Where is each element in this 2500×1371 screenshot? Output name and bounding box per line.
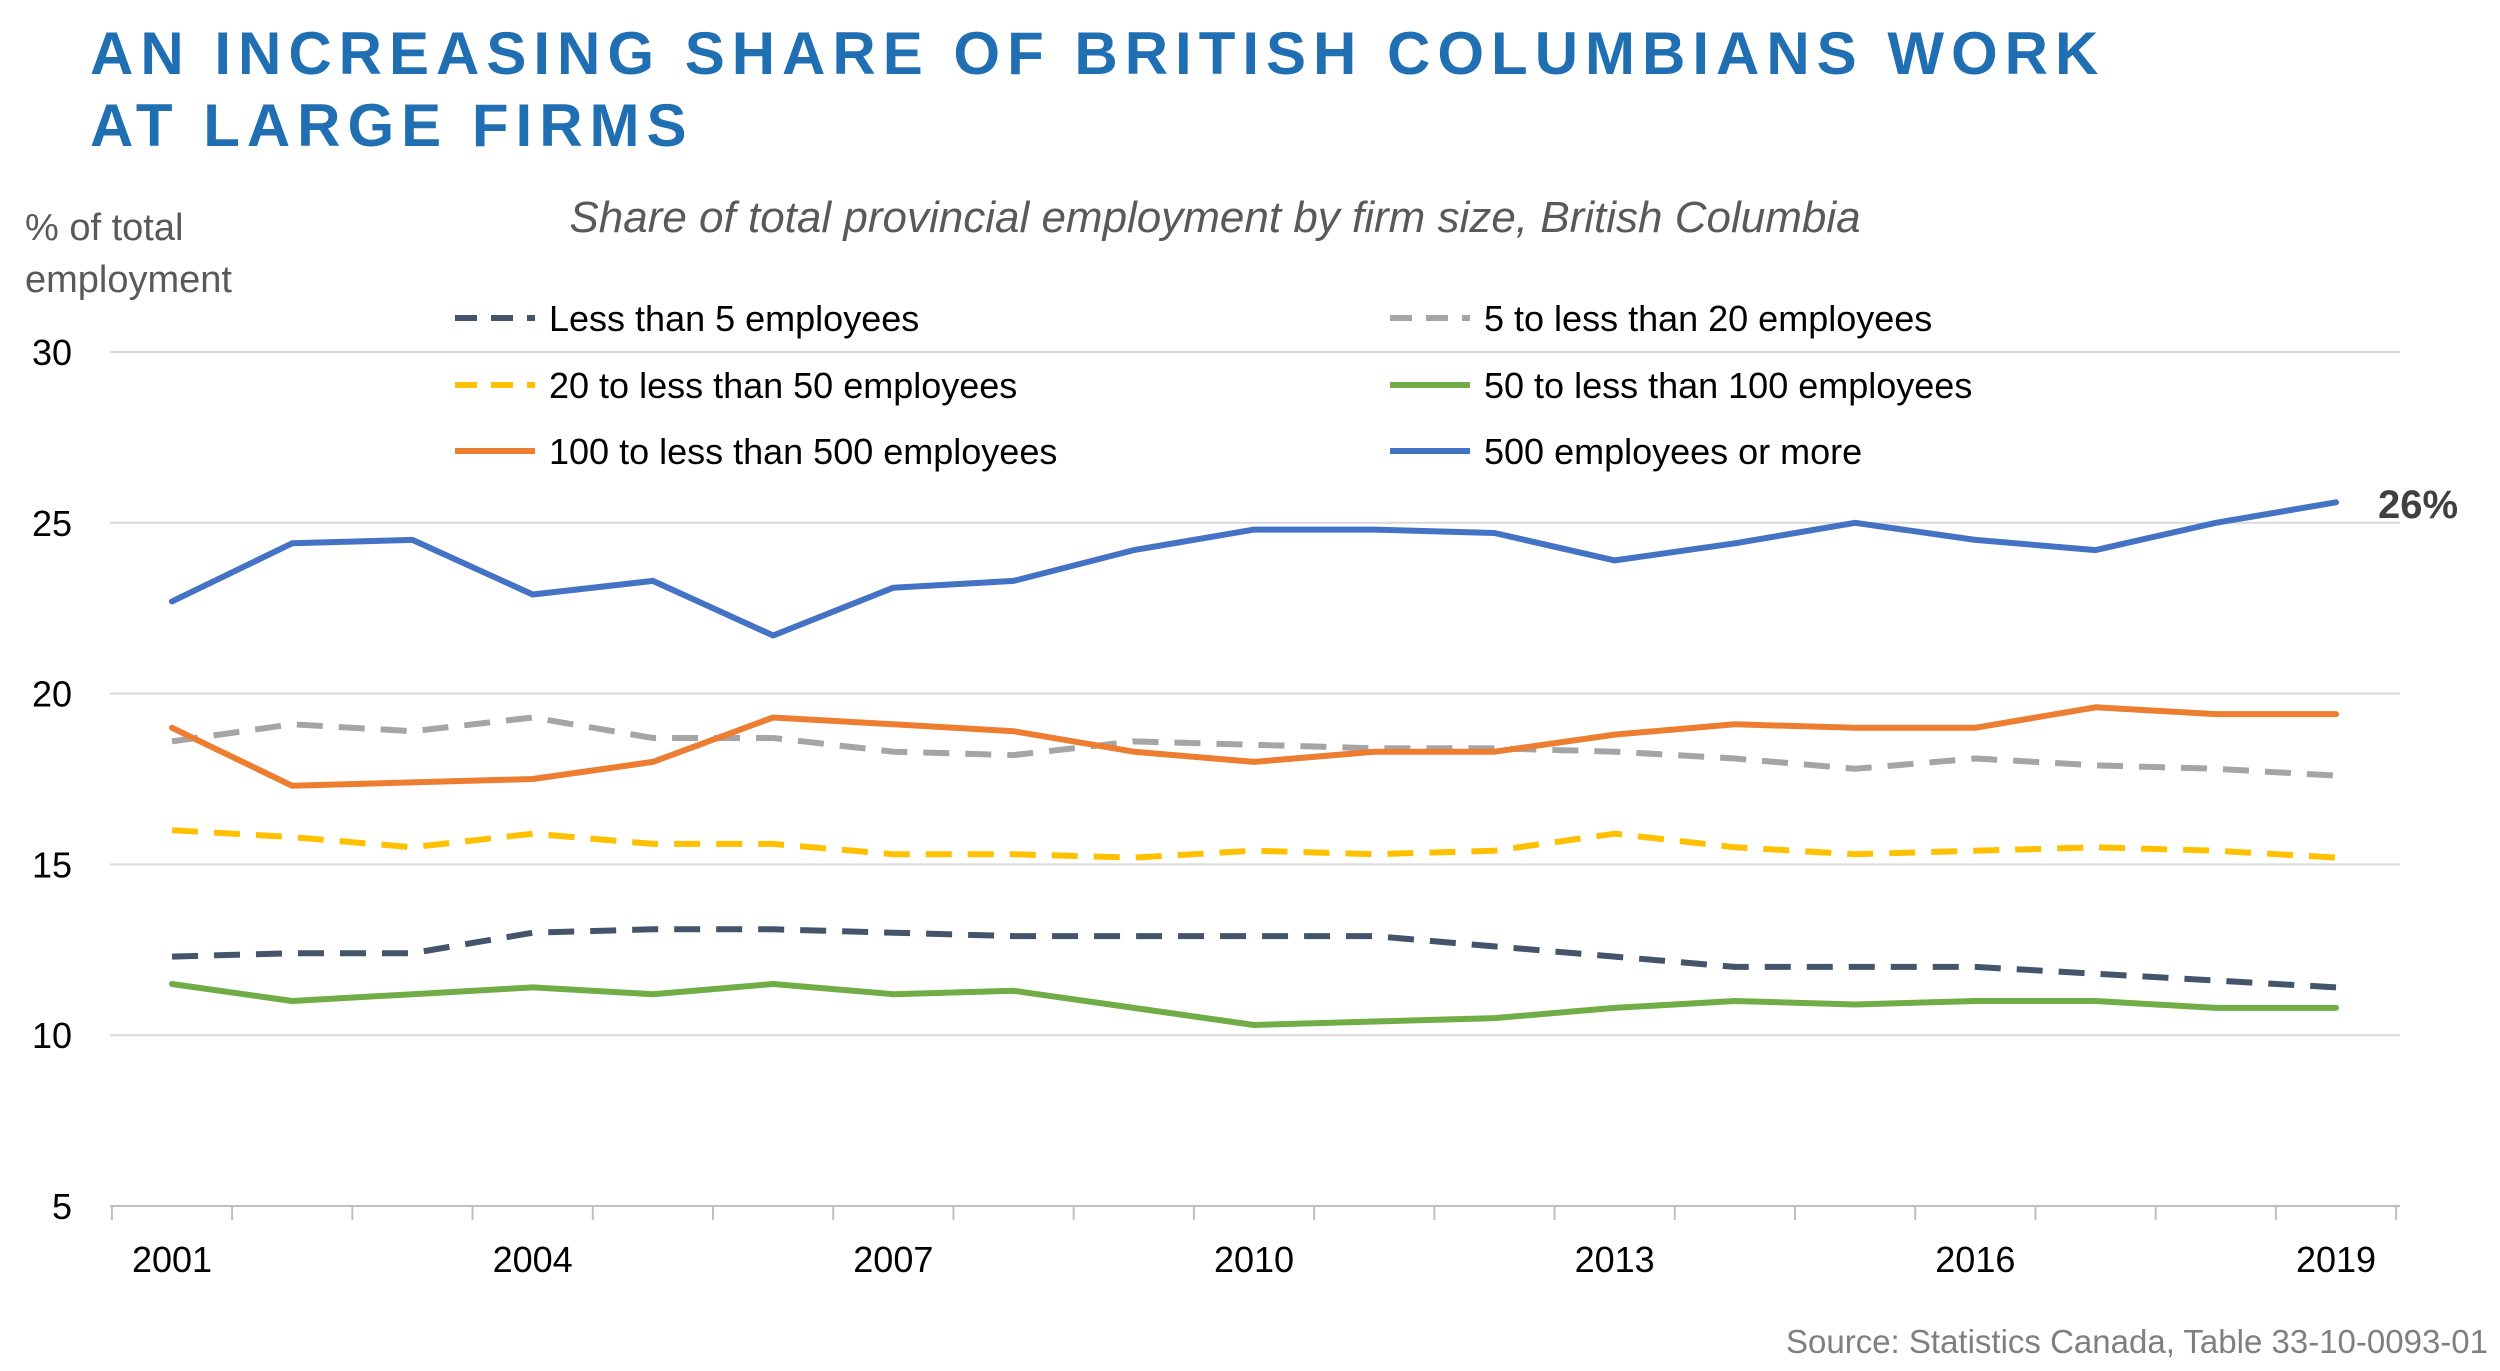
legend-label: 100 to less than 500 employees: [549, 431, 1057, 472]
y-tick-label: 25: [32, 503, 72, 544]
series-lines: [169, 499, 2339, 1028]
series-line: [169, 499, 2339, 639]
legend: Less than 5 employees 5 to less than 20 e…: [455, 298, 1972, 472]
legend-label: 50 to less than 100 employees: [1484, 365, 1972, 406]
chart-subtitle: Share of total provincial employment by …: [569, 193, 1860, 242]
x-tick-label: 2019: [2296, 1239, 2376, 1280]
y-tick-label: 30: [32, 332, 72, 373]
series-line: [171, 827, 2337, 861]
series-line: [169, 981, 2339, 1028]
y-tick-label: 5: [52, 1186, 72, 1227]
legend-label: 500 employees or more: [1484, 431, 1862, 472]
x-tick-label: 2016: [1935, 1239, 2015, 1280]
y-axis-label-line-2: employment: [25, 259, 232, 301]
legend-label: 20 to less than 50 employees: [549, 365, 1017, 406]
y-tick-label: 20: [32, 674, 72, 715]
legend-item: 100 to less than 500 employees: [455, 431, 1057, 472]
x-tick-label: 2001: [132, 1239, 212, 1280]
series-line: [171, 926, 2337, 991]
legend-item: 20 to less than 50 employees: [455, 365, 1017, 406]
legend-label: 5 to less than 20 employees: [1484, 298, 1932, 339]
series-line: [169, 704, 2339, 789]
y-tick-label: 15: [32, 844, 72, 885]
legend-item: Less than 5 employees: [455, 298, 919, 339]
legend-item: 500 employees or more: [1390, 431, 1862, 472]
source-note: Source: Statistics Canada, Table 33-10-0…: [1786, 1323, 2488, 1360]
axes: 5 10 15 20 25 30 2001 2004 2007 2010 2013 2016 2019: [32, 332, 2400, 1280]
legend-item: 5 to less than 20 employees: [1390, 298, 1932, 339]
legend-item: 50 to less than 100 employees: [1390, 365, 1972, 406]
x-tick-label: 2010: [1214, 1239, 1294, 1280]
end-value-label: 26%: [2378, 483, 2458, 527]
x-tick-label: 2013: [1575, 1239, 1655, 1280]
y-axis-label-line-1: % of total: [25, 207, 183, 249]
x-tick-label: 2004: [493, 1239, 573, 1280]
y-tick-label: 10: [32, 1015, 72, 1056]
legend-label: Less than 5 employees: [549, 298, 919, 339]
series-line: [171, 714, 2337, 779]
chart-title: AN INCREASING SHARE OF BRITISH COLUMBIAN…: [90, 18, 2290, 162]
x-tick-label: 2007: [853, 1239, 933, 1280]
title-line-2: AT LARGE FIRMS: [90, 92, 694, 159]
gridlines: [110, 351, 2400, 1037]
title-line-1: AN INCREASING SHARE OF BRITISH COLUMBIAN…: [90, 20, 2106, 87]
